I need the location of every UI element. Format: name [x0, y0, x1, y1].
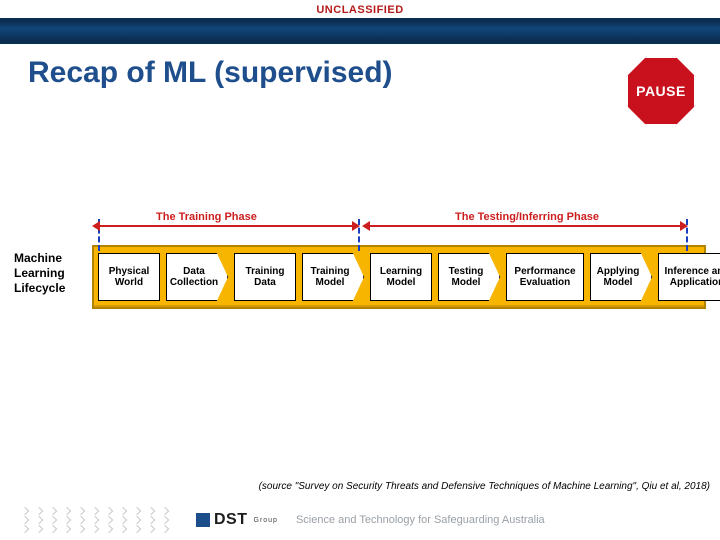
classification-label: UNCLASSIFIED [316, 4, 403, 16]
pause-octagon: PAUSE [626, 56, 696, 126]
chevron-icon [91, 525, 99, 533]
chevron-column [64, 508, 70, 532]
chevron-icon [133, 516, 141, 524]
chevron-column [120, 508, 126, 532]
chevron-icon [77, 507, 85, 515]
chevron-icon [35, 507, 43, 515]
lifecycle-stage: Learning Model [370, 253, 432, 301]
chevron-column [50, 508, 56, 532]
lifecycle-stage: Inference and Application [658, 253, 720, 301]
lifecycle-stage: Training Data [234, 253, 296, 301]
chevron-icon [63, 525, 71, 533]
chevron-column [134, 508, 140, 532]
chevron-icon [133, 507, 141, 515]
dst-logo: DST Group [196, 511, 278, 529]
chevron-icon [161, 507, 169, 515]
phase-bar [98, 225, 354, 227]
lifecycle-row-label: Machine Learning Lifecycle [14, 251, 84, 296]
chevron-icon [119, 525, 127, 533]
pause-sign: PAUSE [626, 56, 696, 126]
chevron-icon [63, 516, 71, 524]
page-title: Recap of ML (supervised) [28, 56, 393, 90]
lifecycle-stage: Testing Model [438, 253, 500, 301]
chevron-column [78, 508, 84, 532]
dst-logo-sub: Group [254, 517, 278, 524]
footer-chevrons [22, 508, 168, 532]
chevron-icon [119, 507, 127, 515]
chevron-icon [147, 507, 155, 515]
lifecycle-stages: Physical WorldData CollectionTraining Da… [98, 251, 700, 303]
chevron-column [22, 508, 28, 532]
chevron-icon [105, 516, 113, 524]
chevron-column [92, 508, 98, 532]
lifecycle-stage: Data Collection [166, 253, 228, 301]
chevron-icon [35, 516, 43, 524]
chevron-icon [147, 516, 155, 524]
chevron-icon [91, 516, 99, 524]
footer: DST Group Science and Technology for Saf… [0, 500, 720, 540]
header-band: UNCLASSIFIED [0, 18, 720, 44]
chevron-icon [21, 507, 29, 515]
pause-label: PAUSE [636, 83, 686, 99]
lifecycle-stage: Applying Model [590, 253, 652, 301]
chevron-icon [49, 525, 57, 533]
chevron-icon [49, 507, 57, 515]
citation-text: (source "Survey on Security Threats and … [259, 481, 710, 492]
chevron-icon [49, 516, 57, 524]
chevron-icon [35, 525, 43, 533]
chevron-icon [21, 516, 29, 524]
chevron-icon [77, 516, 85, 524]
phase-bar [368, 225, 682, 227]
lifecycle-stage: Training Model [302, 253, 364, 301]
dst-logo-text: DST [214, 511, 248, 529]
phase-label: The Training Phase [156, 211, 257, 223]
chevron-icon [63, 507, 71, 515]
chevron-icon [161, 525, 169, 533]
chevron-column [148, 508, 154, 532]
chevron-icon [161, 516, 169, 524]
chevron-column [106, 508, 112, 532]
chevron-column [162, 508, 168, 532]
chevron-icon [77, 525, 85, 533]
dst-logo-square [196, 513, 210, 527]
phase-label: The Testing/Inferring Phase [455, 211, 599, 223]
chevron-column [36, 508, 42, 532]
chevron-icon [91, 507, 99, 515]
chevron-icon [21, 525, 29, 533]
chevron-icon [147, 525, 155, 533]
footer-tagline: Science and Technology for Safeguarding … [296, 514, 545, 526]
chevron-icon [119, 516, 127, 524]
chevron-icon [133, 525, 141, 533]
chevron-icon [105, 525, 113, 533]
lifecycle-stage: Performance Evaluation [506, 253, 584, 301]
lifecycle-stage: Physical World [98, 253, 160, 301]
slide-root: UNCLASSIFIED Recap of ML (supervised) PA… [0, 0, 720, 540]
chevron-icon [105, 507, 113, 515]
